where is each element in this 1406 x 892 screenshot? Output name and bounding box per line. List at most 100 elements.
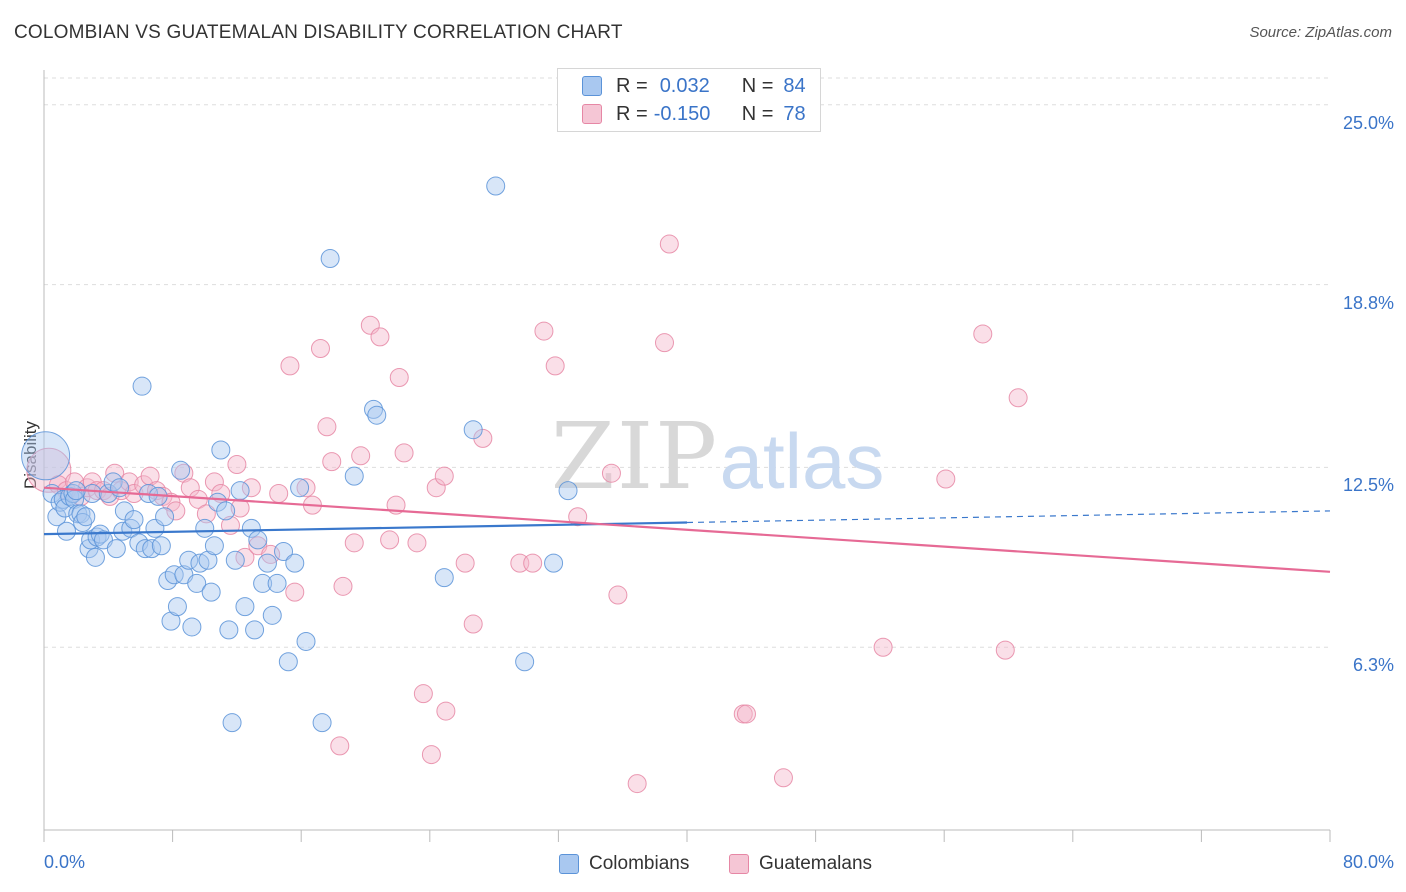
colombian-point: [290, 478, 310, 498]
guatemalan-point: [1008, 388, 1028, 408]
guatemalan-point: [227, 455, 247, 475]
colombian-point: [296, 631, 316, 651]
colombian-point: [285, 553, 305, 573]
colombian-point: [155, 507, 175, 527]
guatemalan-point: [995, 640, 1015, 660]
trend-lines: [43, 486, 1331, 573]
guatemalan-point: [608, 585, 628, 605]
legend-r-label: R =: [616, 102, 648, 125]
legend-colombians-label: Colombians: [589, 853, 690, 874]
colombian-point: [262, 605, 282, 625]
guatemalans-points: [26, 234, 1028, 794]
guatemalan-point: [330, 736, 350, 756]
colombian-point: [124, 510, 144, 530]
guatemalan-point: [333, 576, 353, 596]
colombian-point: [241, 518, 261, 538]
colombian-point: [320, 249, 340, 269]
guatemalan-point: [407, 533, 427, 553]
legend-guatemalans-label: Guatemalans: [759, 853, 873, 874]
legend-row-guatemalans: R = -0.150 N = 78: [582, 101, 806, 127]
colombian-point: [21, 431, 71, 481]
guatemalan-point: [873, 637, 893, 657]
legend-swatch-pink: [582, 104, 602, 124]
guatemalan-point: [196, 504, 216, 524]
legend-r-label: R =: [616, 74, 648, 97]
guatemalan-point: [421, 745, 441, 765]
guatemalan-point: [322, 452, 342, 472]
chart-title: COLOMBIAN VS GUATEMALAN DISABILITY CORRE…: [14, 22, 623, 43]
watermark-zip: ZIP: [551, 403, 719, 510]
watermark: ZIP atlas: [551, 403, 884, 510]
colombian-point: [201, 582, 221, 602]
colombian-point: [76, 507, 96, 527]
guatemalan-point: [455, 553, 475, 573]
guatemalans-trend-line: [43, 486, 1331, 573]
colombian-point: [486, 176, 506, 196]
colombian-point: [171, 460, 191, 480]
colombian-point: [167, 597, 187, 617]
colombian-point: [463, 420, 483, 440]
colombian-point: [544, 553, 564, 573]
guatemalan-point: [413, 684, 433, 704]
guatemalan-point: [568, 507, 588, 527]
colombian-point: [151, 536, 171, 556]
guatemalan-point: [204, 472, 224, 492]
guatemalan-point: [166, 501, 186, 521]
guatemalan-point: [285, 582, 305, 602]
colombian-point: [257, 553, 277, 573]
guatemalan-point: [351, 446, 371, 466]
guatemalan-point: [310, 338, 330, 358]
colombian-point: [225, 550, 245, 570]
guatemalan-point: [394, 443, 414, 463]
guatemalan-point: [936, 469, 956, 489]
guatemalan-point: [389, 367, 409, 387]
y-tick-label: 6.3%: [1352, 655, 1394, 676]
colombians-trend-line: [43, 521, 688, 536]
legend-row-colombians: R = 0.032 N = 84: [582, 73, 806, 99]
colombian-point: [198, 550, 218, 570]
guatemalan-point: [659, 234, 679, 254]
guatemalan-point: [119, 472, 139, 492]
colombian-point: [364, 399, 384, 419]
legend-guatemalans: Guatemalans: [729, 851, 872, 877]
x-tick-label-max: 80.0%: [1342, 852, 1394, 872]
guatemalan-point: [434, 466, 454, 486]
guatemalan-point: [317, 417, 337, 437]
guatemalan-point: [230, 498, 250, 518]
x-tick-label-min: 0.0%: [44, 852, 86, 872]
colombian-point: [235, 597, 255, 617]
guatemalan-point: [241, 478, 261, 498]
guatemalan-point: [296, 478, 316, 498]
colombian-point: [344, 466, 364, 486]
colombian-point: [219, 620, 239, 640]
legend-n-value: 78: [783, 102, 806, 125]
guatemalan-point: [534, 321, 554, 341]
colombian-point: [135, 539, 155, 559]
colombian-point: [278, 652, 298, 672]
colombian-point: [211, 440, 231, 460]
guatemalan-point: [773, 768, 793, 788]
y-tick-label: 25.0%: [1342, 112, 1394, 133]
axes: [43, 70, 1331, 842]
source-label: Source: ZipAtlas.com: [1249, 24, 1392, 41]
guatemalan-point: [280, 356, 300, 376]
y-tick-label: 12.5%: [1342, 475, 1394, 496]
colombian-point: [164, 565, 184, 585]
colombian-point: [367, 405, 387, 425]
stats-legend: R = 0.032 N = 84 R = -0.150 N = 78: [557, 68, 821, 132]
colombians-trend-extension: [686, 510, 1331, 524]
colombian-point: [248, 530, 268, 550]
legend-colombians-swatch: [559, 854, 579, 874]
colombian-point: [216, 501, 236, 521]
colombian-point: [57, 521, 77, 541]
guatemalan-point: [973, 324, 993, 344]
guatemalan-point: [344, 533, 364, 553]
colombian-point: [161, 611, 181, 631]
guatemalan-point: [269, 484, 289, 504]
y-tick-label: 18.8%: [1342, 292, 1394, 313]
legend-n-value: 84: [783, 74, 806, 97]
guatemalan-point: [370, 327, 390, 347]
legend-r-value: -0.150: [653, 102, 711, 125]
guatemalan-point: [601, 463, 621, 483]
